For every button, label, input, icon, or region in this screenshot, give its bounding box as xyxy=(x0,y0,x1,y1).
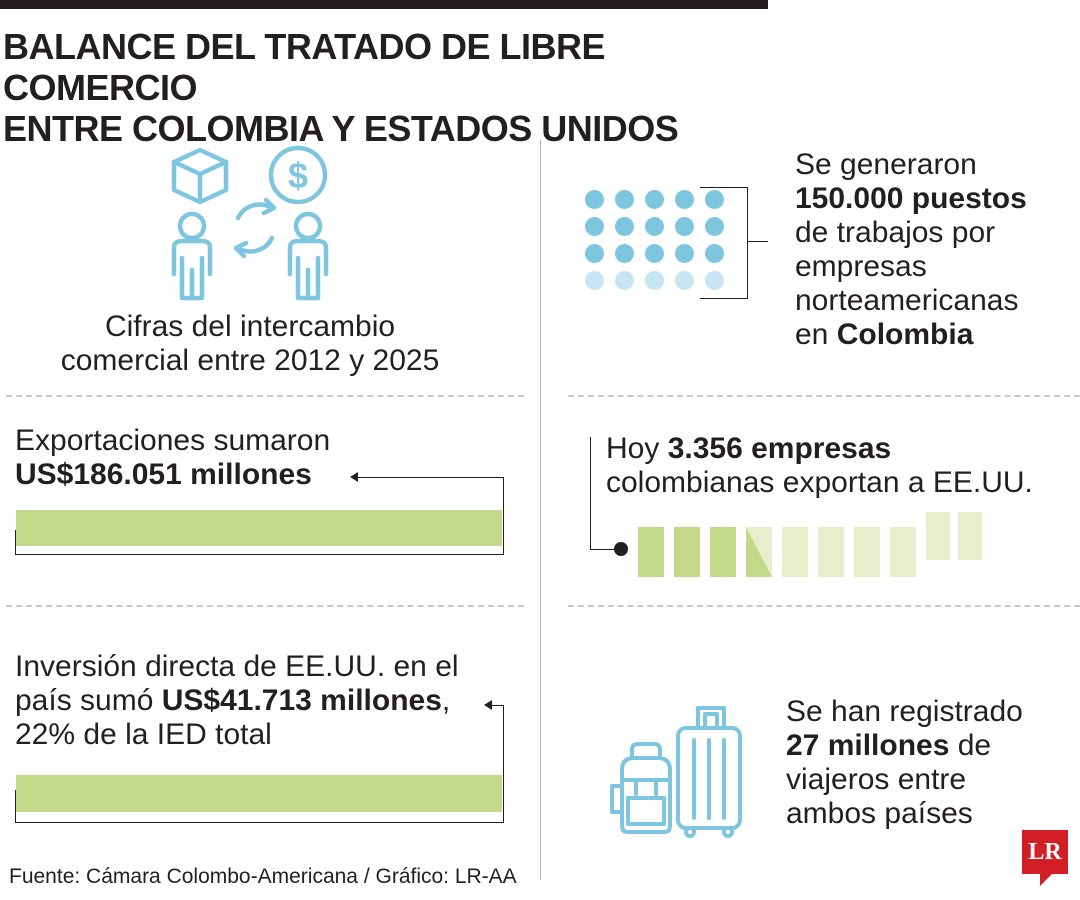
trade-exchange-icon: $ xyxy=(171,145,329,301)
companies-pointer-line xyxy=(590,437,591,550)
company-bar xyxy=(710,527,736,577)
exports-bracket-base xyxy=(15,554,504,555)
svg-text:$: $ xyxy=(288,155,308,196)
job-dot xyxy=(705,271,724,290)
companies-pointer-base xyxy=(590,549,622,550)
travelers-line-1: Se han registrado xyxy=(786,695,1023,728)
section-divider xyxy=(6,395,524,397)
travelers-suffix: de xyxy=(949,729,992,762)
jobs-line-1: Se generaron xyxy=(795,148,977,181)
companies-value: 3.356 empresas xyxy=(667,432,892,465)
job-dot xyxy=(585,244,604,263)
companies-block: Hoy 3.356 empresas colombianas exportan … xyxy=(606,432,1076,500)
exports-label: Exportaciones sumaron xyxy=(15,424,331,457)
lr-logo: LR xyxy=(1022,830,1068,874)
company-bar xyxy=(818,527,844,577)
exports-arrow-icon xyxy=(350,472,358,482)
job-dot xyxy=(645,217,664,236)
travelers-line-2: 27 millones de xyxy=(786,729,1076,763)
jobs-line-6: en Colombia xyxy=(795,318,1075,352)
company-bar xyxy=(782,527,808,577)
company-bar xyxy=(890,527,916,577)
jobs-block: Se generaron 150.000 puestos de trabajos… xyxy=(795,148,1075,352)
company-bar xyxy=(926,512,950,560)
job-dot xyxy=(615,217,634,236)
investment-arrow-icon xyxy=(484,700,492,710)
company-bar xyxy=(958,512,982,560)
pointer-dot-icon xyxy=(614,542,628,556)
page-title: BALANCE DEL TRATADO DE LIBRE COMERCIO EN… xyxy=(3,26,783,149)
investment-suffix: , xyxy=(441,684,451,717)
job-dot xyxy=(675,271,694,290)
intro-line-1: Cifras del intercambio xyxy=(104,310,396,343)
jobs-line-3: de trabajos por xyxy=(795,216,996,249)
company-bar xyxy=(854,527,880,577)
job-dot xyxy=(645,190,664,209)
travelers-block: Se han registrado 27 millones de viajero… xyxy=(786,695,1076,831)
travelers-value: 27 millones xyxy=(786,729,950,762)
travelers-line-4: ambos países xyxy=(786,797,973,830)
job-dot xyxy=(615,271,634,290)
company-bar-partial xyxy=(746,527,772,577)
investment-prefix: país sumó xyxy=(15,684,162,717)
exports-bar xyxy=(16,510,502,546)
investment-value: US$41.713 millones xyxy=(161,684,442,717)
section-divider xyxy=(6,605,524,607)
investment-bracket-right xyxy=(503,705,504,823)
jobs-line-6-prefix: en xyxy=(795,318,837,351)
column-divider xyxy=(540,140,541,880)
exports-bracket-left xyxy=(15,530,16,555)
job-dot xyxy=(675,244,694,263)
companies-line-2: colombianas exportan a EE.UU. xyxy=(606,466,1033,499)
exports-bracket-right xyxy=(503,477,504,555)
job-dot xyxy=(675,217,694,236)
jobs-bracket xyxy=(700,187,748,299)
job-dot xyxy=(705,190,724,209)
section-divider xyxy=(568,605,1080,607)
jobs-line-5: norteamericanas xyxy=(795,284,1019,317)
job-dot xyxy=(615,244,634,263)
intro-caption: Cifras del intercambio comercial entre 2… xyxy=(20,310,480,378)
companies-bar-strip xyxy=(638,510,988,577)
intro-line-2: comercial entre 2012 y 2025 xyxy=(60,344,440,377)
investment-bracket-base xyxy=(15,822,504,823)
lr-logo-tail xyxy=(1040,874,1052,886)
travelers-line-3: viajeros entre xyxy=(786,763,967,796)
job-dot xyxy=(645,271,664,290)
company-bar xyxy=(674,527,700,577)
jobs-country: Colombia xyxy=(836,318,974,351)
section-divider xyxy=(568,395,1080,397)
job-dot xyxy=(645,244,664,263)
exports-block: Exportaciones sumaron US$186.051 millone… xyxy=(15,424,495,492)
title-line-1: BALANCE DEL TRATADO DE LIBRE COMERCIO xyxy=(3,26,606,108)
job-dot xyxy=(615,190,634,209)
jobs-dot-grid xyxy=(585,190,735,300)
investment-pointer-line xyxy=(490,705,504,706)
companies-prefix: Hoy xyxy=(606,432,668,465)
top-rule xyxy=(0,0,768,9)
title-line-2: ENTRE COLOMBIA Y ESTADOS UNIDOS xyxy=(3,108,679,149)
jobs-bracket-tick xyxy=(748,241,768,242)
job-dot xyxy=(585,217,604,236)
job-dot xyxy=(585,190,604,209)
investment-line-1: Inversión directa de EE.UU. en el xyxy=(15,650,459,683)
investment-block: Inversión directa de EE.UU. en el país s… xyxy=(15,650,505,752)
source-note: Fuente: Cámara Colombo-Americana / Gráfi… xyxy=(9,865,517,888)
job-dot xyxy=(585,271,604,290)
companies-line-1: Hoy 3.356 empresas xyxy=(606,432,1076,466)
jobs-line-4: empresas xyxy=(795,250,927,283)
luggage-icon xyxy=(610,706,742,838)
exports-pointer-line xyxy=(358,477,504,478)
exports-value: US$186.051 millones xyxy=(15,458,312,491)
investment-line-3: 22% de la IED total xyxy=(15,718,272,751)
investment-bar xyxy=(16,775,502,812)
job-dot xyxy=(675,190,694,209)
company-bar xyxy=(638,527,664,577)
investment-line-2: país sumó US$41.713 millones, xyxy=(15,684,505,718)
job-dot xyxy=(705,217,724,236)
jobs-value: 150.000 puestos xyxy=(795,182,1027,215)
job-dot xyxy=(705,244,724,263)
investment-bracket-left xyxy=(15,790,16,823)
